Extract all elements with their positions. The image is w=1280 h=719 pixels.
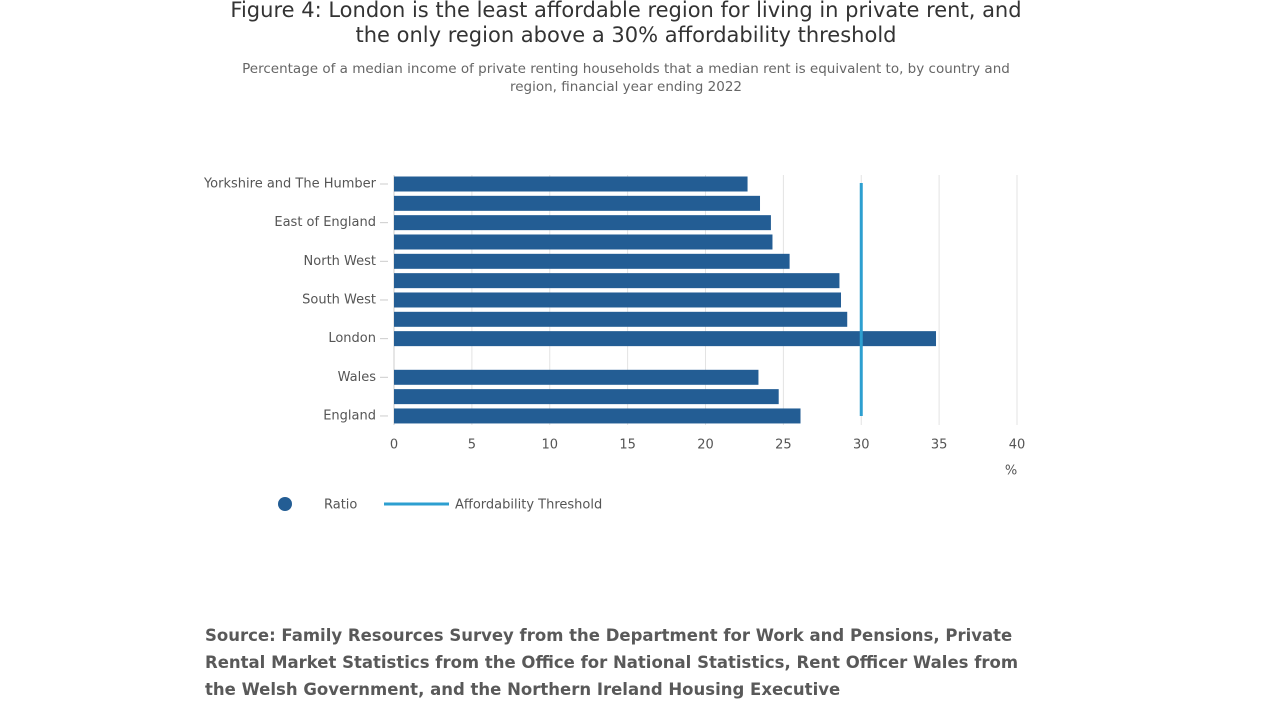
bar: [394, 369, 759, 385]
x-tick-label: 20: [697, 438, 714, 453]
chart-title: Figure 4: London is the least affordable…: [230, 0, 1022, 47]
x-tick-label: 40: [1009, 438, 1026, 453]
x-axis-label: %: [1005, 464, 1017, 479]
bar: [394, 408, 801, 424]
y-tick-label: London: [328, 331, 376, 346]
bar: [394, 331, 937, 347]
y-tick-label: North West: [304, 254, 376, 269]
bar: [394, 273, 840, 289]
x-tick-label: 25: [775, 438, 792, 453]
bar: [394, 234, 773, 250]
x-tick-label: 15: [619, 438, 636, 453]
bar: [394, 176, 748, 192]
x-tick-label: 30: [853, 438, 870, 453]
y-tick-label: Wales: [338, 370, 377, 385]
bar: [394, 389, 779, 405]
y-tick-label: South West: [302, 292, 376, 307]
legend-label: Ratio: [324, 498, 357, 513]
bar: [394, 253, 790, 269]
bar: [394, 195, 761, 211]
chart-subtitle: Percentage of a median income of private…: [242, 61, 1010, 95]
bar: [394, 292, 842, 308]
x-tick-label: 35: [931, 438, 948, 453]
bar: [394, 311, 848, 327]
x-tick-label: 10: [541, 438, 558, 453]
y-tick-label: England: [323, 408, 376, 423]
x-tick-label: 0: [390, 438, 398, 453]
y-tick-label: East of England: [274, 215, 376, 230]
legend-marker: [278, 497, 292, 511]
bar: [394, 215, 771, 231]
y-tick-label: Yorkshire and The Humber: [203, 177, 377, 192]
x-tick-label: 5: [468, 438, 476, 453]
source-note: Source: Family Resources Survey from the…: [205, 626, 1019, 699]
chart: 0 5 10 15 20 25 30 35 40% Yorkshire and The Humbe…: [203, 175, 1026, 513]
legend-label: Affordability Threshold: [455, 498, 602, 513]
